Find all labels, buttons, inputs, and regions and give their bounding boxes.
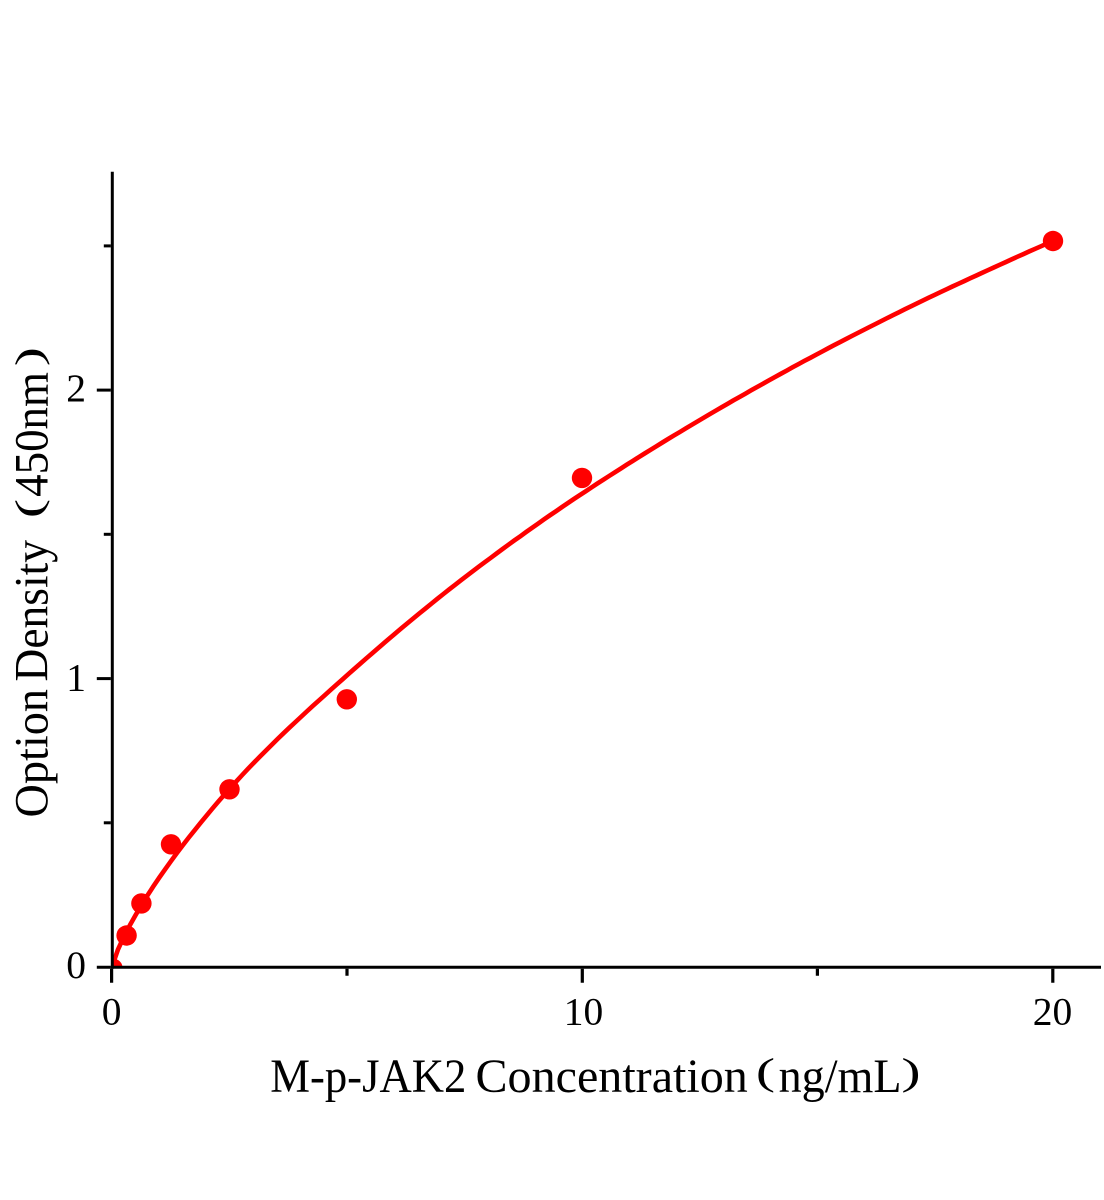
svg-text:OptionDensity(450nm): OptionDensity(450nm) (6, 347, 59, 817)
svg-text:20: 20 (1033, 989, 1073, 1033)
svg-text:2: 2 (66, 366, 86, 410)
svg-text:1: 1 (66, 656, 86, 700)
svg-text:0: 0 (66, 943, 86, 987)
svg-text:0: 0 (102, 989, 122, 1033)
svg-text:10: 10 (564, 989, 604, 1033)
